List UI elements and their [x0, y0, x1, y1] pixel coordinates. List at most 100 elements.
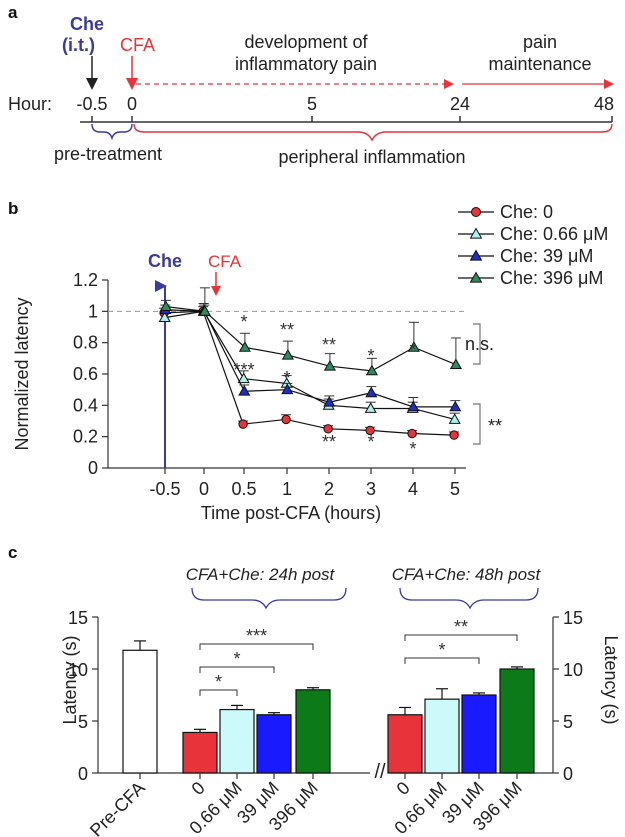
bar: [499, 668, 535, 774]
data-point: [364, 402, 377, 413]
y-tick-label: 15: [68, 608, 88, 628]
significance-star: **: [322, 432, 336, 452]
maintenance-label-1: pain: [523, 32, 557, 52]
y-tick-label: 10: [563, 660, 583, 680]
hour-tick-label: 5: [307, 94, 317, 114]
x-axis-title: Time post-CFA (hours): [201, 503, 381, 523]
inflammation-label: peripheral inflammation: [278, 147, 465, 167]
significance-bracket: [199, 643, 314, 650]
bracket-stars: **: [488, 416, 502, 436]
data-point: [365, 425, 375, 436]
significance-brackets: ********: [199, 617, 518, 696]
hour-tick-label: 48: [594, 94, 614, 114]
che-arrow-head: [86, 78, 98, 90]
bar: [182, 731, 218, 774]
group-brace-48h: [399, 587, 539, 610]
data-point: [365, 386, 378, 398]
legend-label: Che: 0: [500, 202, 553, 222]
line-chart-axes: 0 0.2 0.4 0.6 0.8 1 1.2 -0.5 0 0.5 1 2 3 4 5: [73, 270, 466, 499]
hour-tick-label: 24: [450, 94, 470, 114]
data-point: [448, 413, 461, 424]
significance-star: *: [438, 640, 445, 660]
data-point: [449, 400, 462, 412]
y-tick-label: 1.2: [73, 270, 98, 290]
data-point: [158, 311, 171, 322]
data-point: [198, 305, 211, 316]
data-point: [449, 430, 459, 440]
maintenance-label-2: maintenance: [488, 54, 591, 74]
legend-marker: [469, 271, 483, 283]
group-title-24h: CFA+Che: 24h post: [186, 565, 336, 584]
y-tick-label: 0: [563, 764, 573, 784]
significance-star: *: [233, 649, 240, 669]
hour-tick-label: -0.5: [76, 94, 107, 114]
significance-bracket: [473, 403, 481, 445]
data-point: [407, 341, 420, 352]
x-tick-label: 0: [188, 778, 209, 799]
significance-star: *: [240, 312, 247, 332]
significance-star: *: [409, 340, 416, 360]
panel-b-label: b: [8, 199, 18, 218]
data-point: [323, 424, 333, 434]
legend-label: Che: 0.66 μM: [500, 224, 608, 244]
x-tick-label: 0: [199, 479, 209, 499]
x-tick-label: -0.5: [149, 479, 180, 499]
development-label-2: inflammatory pain: [235, 54, 377, 74]
data-point: [323, 395, 336, 407]
bar: [387, 714, 423, 774]
legend-marker: [469, 249, 483, 261]
che-it-label: (i.t.): [62, 35, 95, 55]
x-tick-label: 0.5: [231, 479, 256, 499]
panel-a-label: a: [8, 3, 18, 22]
panel-c-label: c: [8, 543, 17, 562]
data-point: [238, 385, 251, 396]
data-point: [449, 358, 462, 369]
y-tick-label: 0: [78, 764, 88, 784]
left-y-axis-title: Latency (s): [60, 635, 80, 724]
panel-b: b Normalized latency Time post-CFA (hour…: [8, 199, 608, 523]
significance-star: **: [454, 617, 468, 637]
x-tick-label: 0: [393, 778, 414, 799]
y-tick-label: 0.6: [73, 364, 98, 384]
x-tick-label: 4: [408, 479, 418, 499]
y-tick-label: 5: [78, 712, 88, 732]
y-tick-label: 1: [88, 301, 98, 321]
axis-break-mark: //: [374, 761, 386, 783]
significance-bracket: [404, 657, 480, 664]
data-point: [238, 341, 251, 352]
che-label: Che: [70, 14, 104, 34]
data-point: [238, 419, 248, 429]
significance-bracket: [199, 689, 238, 696]
bar: [219, 708, 255, 774]
series-line: [164, 310, 455, 436]
bar-chart-axes: 0 5 10 15 0 5 10 15: [68, 608, 583, 784]
y-tick-label: 0: [88, 458, 98, 478]
x-tick-label: 3: [366, 479, 376, 499]
significance-bracket: [199, 666, 275, 673]
significance-star: *: [367, 346, 374, 366]
bar: [295, 689, 331, 774]
significance-star: *: [409, 439, 416, 459]
data-point: [281, 348, 294, 360]
data-point: [323, 359, 336, 371]
significance-star: *: [215, 672, 222, 692]
y-tick-label: 0.4: [73, 395, 98, 415]
inflammation-brace: [133, 123, 613, 142]
panel-a: a Che (i.t.) CFA development of inflamma…: [8, 3, 614, 167]
line-chart-series: [158, 287, 462, 440]
significance-bracket: [404, 634, 518, 641]
hour-label: Hour:: [8, 94, 52, 114]
series-line: [165, 309, 456, 408]
legend-marker: [469, 227, 483, 239]
y-tick-label: 10: [68, 660, 88, 680]
significance-star: *: [367, 432, 374, 452]
cfa-arrow-head: [126, 78, 138, 90]
y-axis-title: Normalized latency: [12, 297, 32, 450]
cfa-label: CFA: [120, 35, 155, 55]
ns-label: n.s.: [465, 334, 494, 354]
bar: [424, 698, 460, 774]
che-marker-label: Che: [148, 251, 182, 271]
x-tick-label: Pre-CFA: [86, 778, 149, 837]
ns-bracket: [473, 323, 481, 365]
